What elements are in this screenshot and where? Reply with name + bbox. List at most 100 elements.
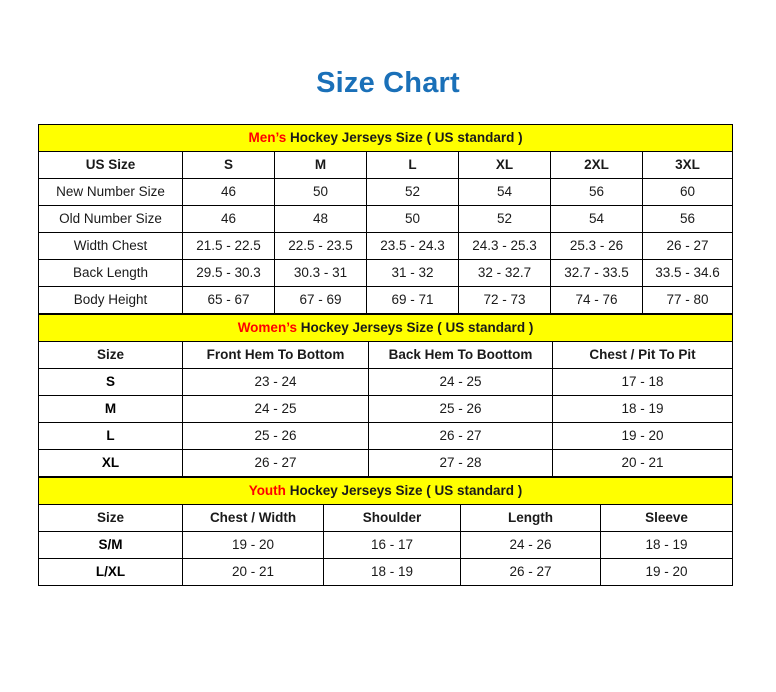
row-label: M: [38, 395, 183, 423]
mens-col-header: L: [366, 151, 459, 179]
table-cell: 21.5 - 22.5: [182, 232, 275, 260]
youth-section-banner: Youth Hockey Jerseys Size ( US standard …: [38, 477, 733, 505]
mens-col-header: S: [182, 151, 275, 179]
spellcheck-underline: Back Hem To Boottom: [389, 343, 533, 368]
table-cell: 31 - 32: [366, 259, 459, 287]
youth-banner-accent: Youth: [248, 483, 286, 498]
womens-section-banner: Women’s Hockey Jerseys Size ( US standar…: [38, 314, 733, 342]
womens-col-header-misspelled: Back Hem To Boottom: [368, 341, 553, 369]
table-cell: 26 - 27: [460, 558, 601, 586]
size-tables-container: Men’s Hockey Jerseys Size ( US standard …: [37, 124, 734, 586]
youth-banner-row: Youth Hockey Jerseys Size ( US standard …: [38, 477, 733, 505]
table-cell: 54: [550, 205, 643, 233]
table-row: Back Length 29.5 - 30.3 30.3 - 31 31 - 3…: [38, 259, 734, 287]
table-cell: 30.3 - 31: [274, 259, 367, 287]
table-cell: 20 - 21: [552, 449, 733, 477]
womens-size-table: Women’s Hockey Jerseys Size ( US standar…: [38, 314, 733, 477]
table-cell: 24 - 25: [368, 368, 553, 396]
table-row: XL 26 - 27 27 - 28 20 - 21: [38, 449, 733, 477]
table-row: L/XL 20 - 21 18 - 19 26 - 27 19 - 20: [38, 558, 733, 586]
row-label: Back Length: [38, 259, 183, 287]
table-cell: 33.5 - 34.6: [641, 259, 734, 287]
row-label: Old Number Size: [38, 205, 183, 233]
womens-banner-accent: Women’s: [237, 320, 297, 335]
row-label: Width Chest: [38, 232, 183, 260]
table-cell: 16 - 17: [323, 531, 461, 559]
table-cell: 48: [274, 205, 367, 233]
table-row: Body Height 65 - 67 67 - 69 69 - 71 72 -…: [38, 286, 734, 314]
table-cell: 18 - 19: [323, 558, 461, 586]
table-cell: 52: [366, 178, 459, 206]
row-label: New Number Size: [38, 178, 183, 206]
table-cell: 23 - 24: [182, 368, 369, 396]
womens-col-header: Size: [38, 341, 183, 369]
table-cell: 69 - 71: [366, 286, 459, 314]
table-cell: 18 - 19: [552, 395, 733, 423]
table-row: L 25 - 26 26 - 27 19 - 20: [38, 422, 733, 450]
womens-banner-rest: Hockey Jerseys Size ( US standard ): [296, 320, 534, 335]
table-cell: 32 - 32.7: [458, 259, 551, 287]
youth-col-header: Shoulder: [323, 504, 461, 532]
table-cell: 24.3 - 25.3: [458, 232, 551, 260]
mens-col-header: XL: [458, 151, 551, 179]
table-cell: 60: [641, 178, 734, 206]
row-label: Body Height: [38, 286, 183, 314]
youth-col-header: Sleeve: [600, 504, 733, 532]
table-cell: 25 - 26: [368, 395, 553, 423]
table-cell: 74 - 76: [550, 286, 643, 314]
table-cell: 26 - 27: [182, 449, 369, 477]
mens-size-table: Men’s Hockey Jerseys Size ( US standard …: [37, 124, 734, 314]
table-cell: 50: [274, 178, 367, 206]
table-row: M 24 - 25 25 - 26 18 - 19: [38, 395, 733, 423]
table-cell: 46: [182, 205, 275, 233]
table-cell: 22.5 - 23.5: [274, 232, 367, 260]
row-label: L/XL: [38, 558, 183, 586]
mens-banner-rest: Hockey Jerseys Size ( US standard ): [286, 130, 523, 145]
table-cell: 65 - 67: [182, 286, 275, 314]
mens-banner-accent: Men’s: [248, 130, 287, 145]
youth-col-header: Chest / Width: [182, 504, 324, 532]
table-cell: 24 - 26: [460, 531, 601, 559]
youth-size-table: Youth Hockey Jerseys Size ( US standard …: [38, 477, 733, 586]
table-cell: 26 - 27: [641, 232, 734, 260]
womens-col-header: Chest / Pit To Pit: [552, 341, 733, 369]
row-label: S: [38, 368, 183, 396]
table-cell: 20 - 21: [182, 558, 324, 586]
row-label: S/M: [38, 531, 183, 559]
table-cell: 25.3 - 26: [550, 232, 643, 260]
table-cell: 19 - 20: [182, 531, 324, 559]
youth-col-header: Length: [460, 504, 601, 532]
table-cell: 56: [550, 178, 643, 206]
mens-col-header: M: [274, 151, 367, 179]
table-cell: 67 - 69: [274, 286, 367, 314]
youth-col-header: Size: [38, 504, 183, 532]
table-cell: 56: [641, 205, 734, 233]
table-cell: 29.5 - 30.3: [182, 259, 275, 287]
youth-header-row: Size Chest / Width Shoulder Length Sleev…: [38, 504, 733, 532]
row-label: XL: [38, 449, 183, 477]
page-title: Size Chart: [316, 67, 460, 99]
table-cell: 23.5 - 24.3: [366, 232, 459, 260]
table-row: New Number Size 46 50 52 54 56 60: [38, 178, 734, 206]
table-cell: 77 - 80: [641, 286, 734, 314]
table-cell: 46: [182, 178, 275, 206]
table-cell: 25 - 26: [182, 422, 369, 450]
youth-banner-rest: Hockey Jerseys Size ( US standard ): [285, 483, 523, 498]
mens-banner-row: Men’s Hockey Jerseys Size ( US standard …: [37, 124, 734, 152]
womens-header-row: Size Front Hem To Bottom Back Hem To Boo…: [38, 341, 733, 369]
mens-col-header: US Size: [38, 151, 183, 179]
row-label: L: [38, 422, 183, 450]
womens-banner-row: Women’s Hockey Jerseys Size ( US standar…: [38, 314, 733, 342]
table-row: S 23 - 24 24 - 25 17 - 18: [38, 368, 733, 396]
table-cell: 17 - 18: [552, 368, 733, 396]
mens-section-banner: Men’s Hockey Jerseys Size ( US standard …: [37, 124, 734, 152]
mens-header-row: US Size S M L XL 2XL 3XL: [38, 151, 734, 179]
mens-col-header: 3XL: [641, 151, 734, 179]
table-cell: 19 - 20: [552, 422, 733, 450]
table-cell: 50: [366, 205, 459, 233]
womens-col-header: Front Hem To Bottom: [182, 341, 369, 369]
table-cell: 72 - 73: [458, 286, 551, 314]
table-row: S/M 19 - 20 16 - 17 24 - 26 18 - 19: [38, 531, 733, 559]
table-row: Old Number Size 46 48 50 52 54 56: [38, 205, 734, 233]
